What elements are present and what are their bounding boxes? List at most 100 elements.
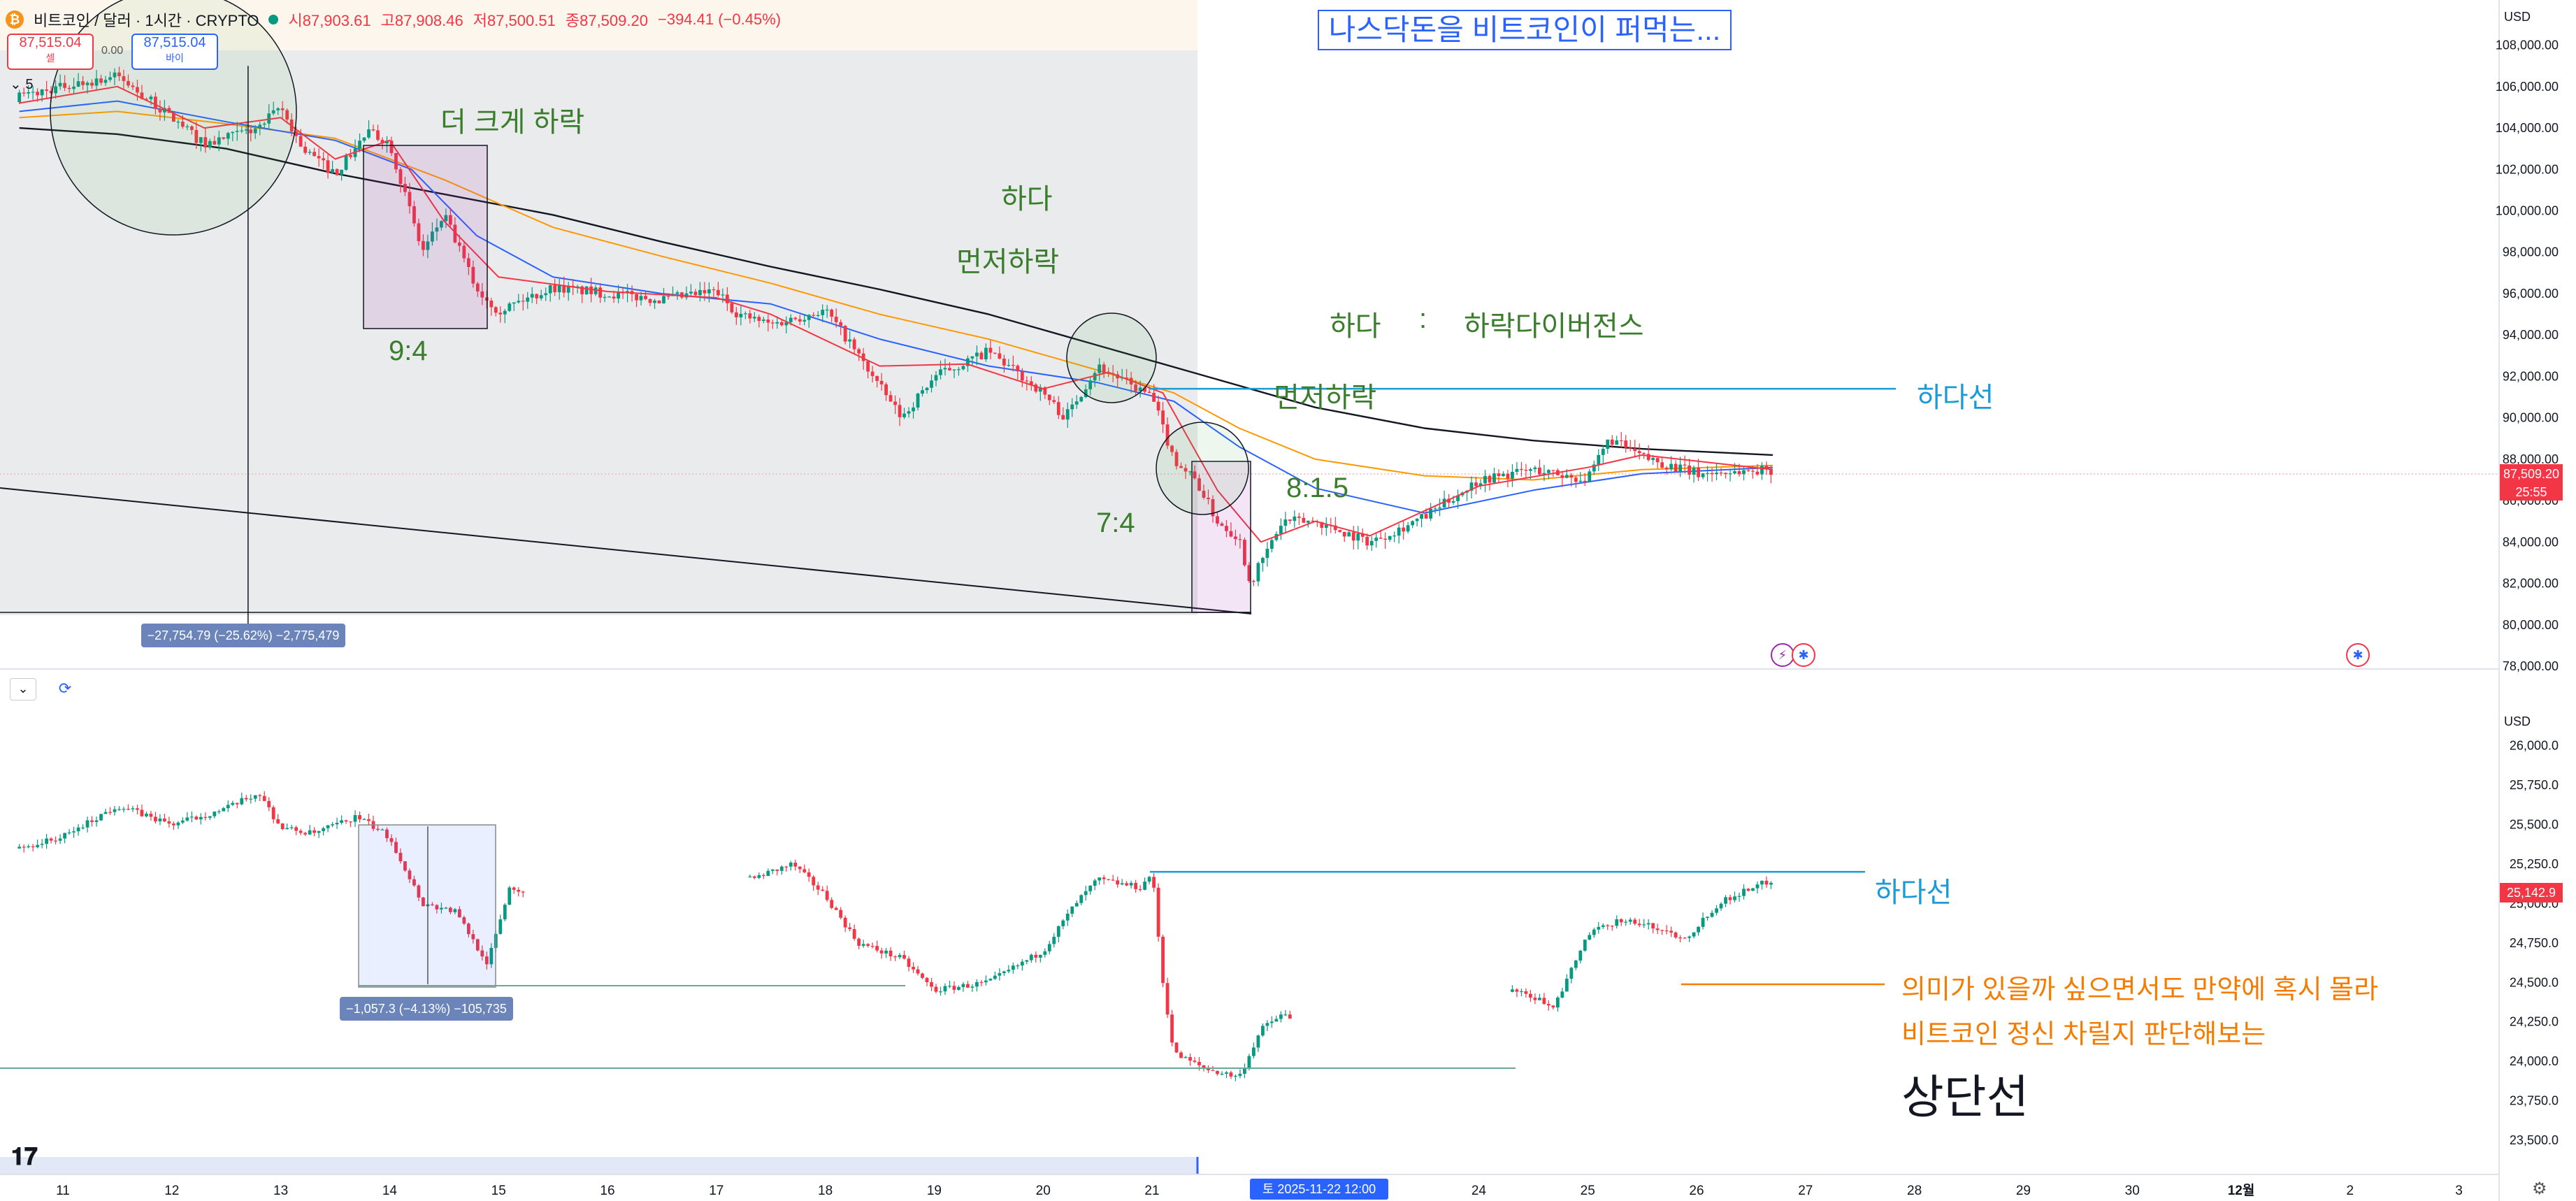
candle-body — [998, 973, 1002, 976]
candle-body — [1715, 473, 1718, 475]
candle-body — [1007, 364, 1011, 366]
candle-body — [45, 838, 49, 844]
candle-body — [843, 326, 847, 342]
annotation-bigger-fall[interactable]: 더 크게 하락 — [440, 107, 585, 138]
chart-title-annotation[interactable]: 나스닥돈을 비트코인이 퍼먹는... — [1318, 10, 1732, 50]
candle-body — [617, 292, 620, 299]
currency-label-bottom[interactable]: USD — [2504, 714, 2531, 728]
candle-body — [1642, 924, 1646, 926]
candle-body — [17, 92, 22, 103]
price-tick-bottom: 25,500.0 — [2510, 817, 2559, 831]
annotation-note-2[interactable]: 비트코인 정신 차릴지 판단해보는 — [1901, 1020, 2266, 1049]
candle-body — [298, 830, 303, 833]
candle-body — [675, 292, 679, 294]
candle-body — [331, 824, 335, 826]
symbol-title[interactable]: 비트코인 / 달러 · 1시간 · CRYPTO — [34, 12, 259, 29]
candle-body — [457, 242, 461, 246]
price-tick-top: 96,000.00 — [2503, 287, 2559, 301]
candle-body — [716, 289, 720, 296]
currency-label-top[interactable]: USD — [2504, 10, 2531, 24]
pane-collapse-button[interactable]: ⌄ — [10, 678, 36, 700]
annotation-note-1[interactable]: 의미가 있을까 싶으면서도 만약에 혹시 몰라 — [1901, 975, 2379, 1005]
sell-button[interactable]: 87,515.04 셀 — [7, 34, 94, 70]
annotation-ratio-7-4[interactable]: 7:4 — [1096, 508, 1135, 538]
candle-body — [1107, 879, 1111, 880]
sync-icon: ⟳ — [58, 679, 72, 697]
candle-body — [444, 907, 448, 909]
candle-body — [1229, 1072, 1233, 1077]
symbol-header[interactable]: ₿ 비트코인 / 달러 · 1시간 · CRYPTO 시87,903.61 고8… — [6, 6, 781, 34]
candle-body — [1619, 440, 1623, 442]
candle-body — [861, 353, 865, 361]
annotation-first-fall-2[interactable]: 먼저하락 — [1274, 382, 1377, 413]
candle-body — [1692, 468, 1696, 475]
candle-body — [403, 861, 407, 871]
candle-body — [948, 368, 951, 371]
candle-body — [1229, 531, 1233, 537]
candle-body — [598, 287, 603, 298]
tradingview-logo-icon[interactable]: 𝟏𝟕 — [11, 1144, 38, 1170]
candle-body — [1020, 961, 1024, 966]
candle-body — [761, 875, 765, 877]
candle-body — [1551, 1005, 1555, 1008]
candle-body — [1061, 920, 1065, 926]
candle-body — [521, 891, 525, 893]
candle-body — [422, 240, 425, 250]
indicator-collapse-button[interactable]: ⌄ 5 — [10, 75, 33, 93]
candle-body — [993, 352, 997, 354]
candle-body — [1678, 937, 1683, 939]
candle-body — [1564, 979, 1569, 992]
candle-body — [848, 339, 852, 342]
drawing-measure-box-bottom — [358, 824, 496, 988]
event-lightning-icon[interactable]: ⚡ — [1771, 643, 1794, 667]
candle-body — [648, 299, 652, 303]
price-tick-bottom: 23,750.0 — [2510, 1094, 2559, 1108]
candle-body — [1697, 468, 1700, 477]
candle-body — [503, 310, 507, 315]
annotation-hada[interactable]: 하다 — [1001, 184, 1053, 215]
event-us-flag-icon-2[interactable]: ✱ — [2346, 643, 2370, 667]
annotation-hada-line-top[interactable]: 하다선 — [1917, 382, 1994, 413]
measure-label-bottom[interactable]: −1,057.3 (−4.13%) −105,735 — [340, 997, 513, 1021]
buy-button[interactable]: 87,515.04 바이 — [131, 34, 218, 70]
annotation-first-fall[interactable]: 먼저하락 — [956, 247, 1060, 278]
candle-body — [58, 82, 62, 87]
annotation-hada-2[interactable]: 하다 — [1330, 311, 1381, 342]
candle-body — [1502, 473, 1505, 477]
price-tick-bottom: 25,250.0 — [2510, 857, 2559, 871]
candle-body — [440, 221, 443, 228]
candle-body — [1129, 882, 1133, 886]
candle-body — [775, 869, 779, 871]
candle-body — [1610, 439, 1614, 445]
candle-body — [644, 296, 647, 299]
annotation-top-line[interactable]: 상단선 — [1901, 1071, 2029, 1123]
candle-body — [966, 984, 970, 988]
candle-body — [752, 876, 756, 878]
event-us-flag-icon[interactable]: ✱ — [1792, 643, 1815, 667]
candle-body — [1533, 998, 1537, 1000]
time-tick: 12월 — [2228, 1183, 2255, 1198]
measure-label-top[interactable]: −27,754.79 (−25.62%) −2,775,479 — [141, 624, 345, 647]
annotation-colon[interactable]: : — [1419, 303, 1427, 334]
candle-body — [108, 77, 112, 80]
candle-body — [1211, 1070, 1215, 1072]
settings-gear-icon[interactable]: ⚙ — [2532, 1179, 2547, 1198]
annotation-ratio-9-4[interactable]: 9:4 — [389, 336, 428, 366]
candle-body — [422, 897, 425, 907]
candle-body — [875, 946, 879, 951]
sync-button[interactable]: ⟳ — [55, 678, 75, 699]
candle-body — [1674, 932, 1678, 938]
candle-body — [1134, 384, 1138, 391]
candle-body — [934, 986, 938, 992]
annotation-hada-line-bottom[interactable]: 하다선 — [1875, 877, 1952, 908]
candle-body — [1764, 880, 1769, 885]
candle-body — [1302, 517, 1306, 523]
candle-body — [821, 889, 825, 891]
candle-body — [988, 347, 993, 353]
candle-body — [1247, 565, 1251, 582]
annotation-bear-divergence[interactable]: 하락다이버전스 — [1464, 311, 1644, 342]
candle-body — [1742, 470, 1746, 475]
annotation-ratio-8-1-5[interactable]: 8:1.5 — [1286, 473, 1348, 503]
candle-body — [49, 90, 53, 94]
candle-body — [1438, 507, 1441, 509]
